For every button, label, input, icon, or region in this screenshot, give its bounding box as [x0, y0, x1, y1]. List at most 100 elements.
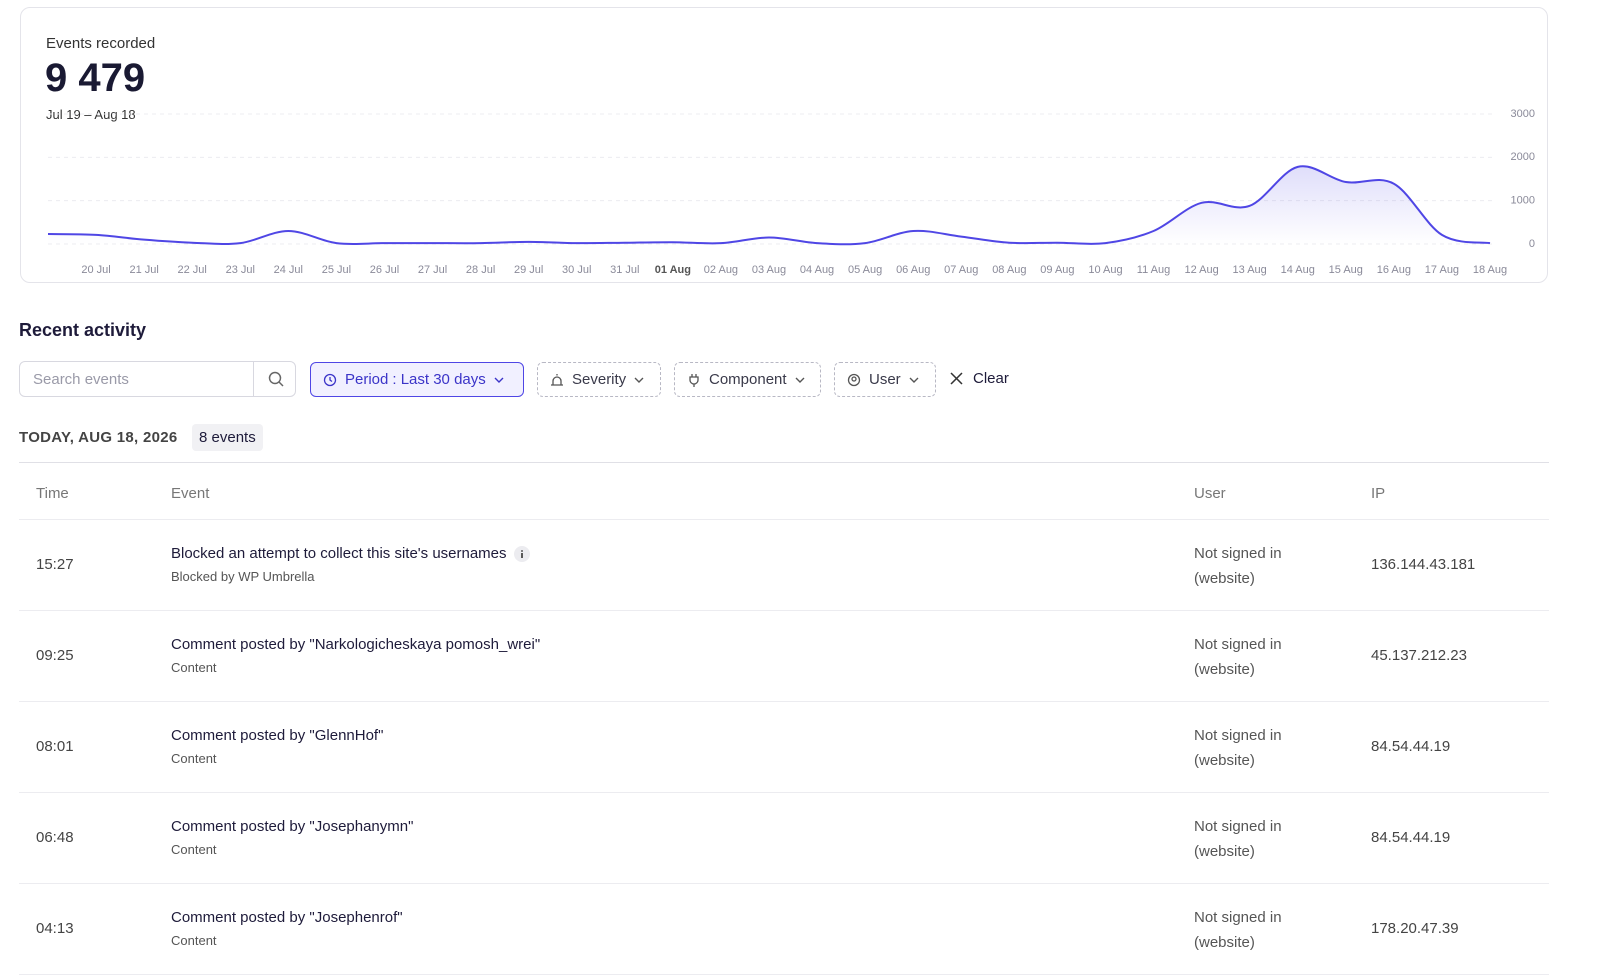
ip: 84.54.44.19 — [1371, 829, 1451, 846]
column-header: User — [1194, 485, 1226, 502]
search-box[interactable]: Search events — [19, 361, 296, 397]
divider — [253, 362, 254, 396]
x-tick-label: 18 Aug — [1473, 264, 1507, 276]
severity-filter[interactable]: Severity — [537, 362, 661, 397]
chart-card — [20, 7, 1548, 283]
x-tick-label: 10 Aug — [1088, 264, 1122, 276]
y-tick-label: 1000 — [1511, 195, 1535, 207]
x-tick-label: 26 Jul — [370, 264, 399, 276]
table-row[interactable]: 15:27 Blocked an attempt to collect this … — [19, 519, 1549, 611]
table-row[interactable]: 09:25 Comment posted by "Narkologicheskay… — [19, 610, 1549, 702]
ip: 45.137.212.23 — [1371, 647, 1467, 664]
event-detail: Content — [171, 751, 217, 766]
x-icon — [950, 372, 963, 385]
x-tick-label: 01 Aug — [655, 264, 691, 276]
table-header: Time Event User IP — [19, 463, 1549, 520]
event-title: Comment posted by "GlennHof" — [171, 727, 384, 744]
x-tick-label: 15 Aug — [1329, 264, 1363, 276]
line — [47, 165, 1491, 246]
x-tick-label: 28 Jul — [466, 264, 495, 276]
x-tick-label: 24 Jul — [274, 264, 303, 276]
x-tick-label: 03 Aug — [752, 264, 786, 276]
x-tick-label: 05 Aug — [848, 264, 882, 276]
y-tick-label: 3000 — [1511, 108, 1535, 120]
x-tick-label: 07 Aug — [944, 264, 978, 276]
search-icon — [268, 371, 284, 387]
event-detail: Content — [171, 842, 217, 857]
x-tick-label: 30 Jul — [562, 264, 591, 276]
x-tick-label: 11 Aug — [1137, 264, 1170, 276]
event-title: Comment posted by "Josephanymn" — [171, 818, 414, 835]
x-tick-label: 25 Jul — [322, 264, 351, 276]
x-tick-label: 06 Aug — [896, 264, 930, 276]
time: 06:48 — [36, 829, 74, 846]
event-detail: Blocked by WP Umbrella — [171, 569, 315, 584]
summary-total: 9 479 — [45, 56, 146, 100]
user: Not signed in (website) — [1194, 636, 1282, 678]
x-tick-label: 04 Aug — [800, 264, 834, 276]
chevron — [795, 377, 805, 383]
component-filter[interactable]: Component — [674, 362, 821, 397]
chevron — [494, 377, 504, 383]
area-fill — [48, 166, 1490, 245]
table-row[interactable]: 06:48 Comment posted by "Josephanymn" Cont… — [19, 792, 1549, 884]
user-label: User — [869, 371, 901, 388]
user: Not signed in (website) — [1194, 818, 1282, 860]
period-label: Period — [345, 371, 389, 388]
x-tick-label: 09 Aug — [1040, 264, 1074, 276]
clock-icon — [323, 373, 337, 386]
component-label: Component — [709, 371, 787, 388]
x-tick-label: 02 Aug — [704, 264, 738, 276]
user-filter[interactable]: User — [834, 362, 936, 397]
chevron — [909, 377, 919, 383]
period-filter[interactable]: Period: Last 30 days — [310, 362, 524, 397]
user-icon — [847, 373, 861, 386]
time: 08:01 — [36, 738, 74, 755]
x-tick-label: 21 Jul — [129, 264, 158, 276]
section-title: Recent activity — [19, 320, 147, 340]
x-tick-label: 29 Jul — [514, 264, 543, 276]
table-row[interactable]: 04:13 Comment posted by "Josephenrof" Cont… — [19, 883, 1549, 975]
event-detail: Content — [171, 933, 217, 948]
search-placeholder: Search events — [33, 371, 129, 388]
x-tick-label: 17 Aug — [1425, 264, 1459, 276]
event-count: 8 events — [192, 424, 263, 451]
chart: 0 1000 2000 3000 20 Jul 21 Jul 22 Jul 23 Jul 24 … — [47, 108, 1535, 276]
info-icon[interactable] — [513, 546, 530, 562]
column-header: Event — [171, 485, 210, 502]
ip: 84.54.44.19 — [1371, 738, 1451, 755]
x-tick-label: 20 Jul — [81, 264, 110, 276]
column-header: IP — [1371, 485, 1386, 502]
ip: 178.20.47.39 — [1371, 920, 1459, 937]
x-tick-label: 16 Aug — [1377, 264, 1411, 276]
column-header: Time — [36, 485, 69, 502]
event-title: Comment posted by "Josephenrof" — [171, 909, 403, 926]
siren-icon — [551, 373, 563, 386]
x-tick-label: 12 Aug — [1184, 264, 1218, 276]
ip: 136.144.43.181 — [1371, 556, 1476, 573]
severity-label: Severity — [572, 371, 627, 388]
clear-button[interactable]: Clear — [950, 370, 1009, 387]
time: 09:25 — [36, 647, 74, 664]
y-tick-label: 0 — [1529, 238, 1535, 250]
event-detail: Content — [171, 660, 217, 675]
x-tick-label: 22 Jul — [178, 264, 207, 276]
user: Not signed in (website) — [1194, 909, 1282, 951]
x-tick-label: 08 Aug — [992, 264, 1026, 276]
table-row[interactable]: 08:01 Comment posted by "GlennHof" Content… — [19, 701, 1549, 793]
time: 04:13 — [36, 920, 74, 937]
chevron — [634, 377, 644, 383]
x-tick-label: 14 Aug — [1281, 264, 1315, 276]
divider — [19, 462, 1549, 463]
plug-icon — [689, 373, 699, 387]
event-title: Blocked an attempt to collect this site'… — [171, 545, 530, 562]
clear-label: Clear — [973, 370, 1009, 387]
period-value: : Last 30 days — [392, 371, 486, 388]
x-tick-label: 27 Jul — [418, 264, 447, 276]
time: 15:27 — [36, 556, 74, 573]
x-tick-label: 13 Aug — [1233, 264, 1267, 276]
x-tick-label: 31 Jul — [610, 264, 639, 276]
user: Not signed in (website) — [1194, 545, 1282, 587]
user: Not signed in (website) — [1194, 727, 1282, 769]
